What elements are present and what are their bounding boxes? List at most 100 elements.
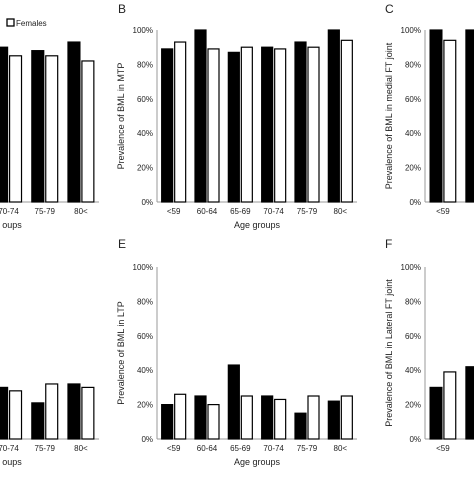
y-axis-title: Prevalence of BML in Lateral FT joint [384,279,394,427]
panel-f: F0%20%40%60%80%100%<596Prevalence of BML… [384,237,474,453]
panel-a: 70-74 75-79 80< oups [0,41,99,230]
y-axis-title: Prevalence of BML in MTP [116,63,126,170]
bar-males [67,41,81,203]
legend-swatch-females [6,18,15,27]
x-axis-title: Age groups [234,457,281,467]
y-tick-label: 40% [137,366,153,375]
bar-males [429,29,443,203]
x-tick-label: 80< [334,207,348,216]
panel-e: E 0% 20% 40% 60% 80% 100% <59 60-64 65-69 70-74 75-… [116,237,357,467]
bar-males [465,29,474,203]
bar-females [174,393,187,440]
y-tick-label: 80% [137,297,153,306]
y-tick-label: 0% [141,435,153,444]
panel-letter: F [385,237,392,251]
y-tick-label: 60% [405,332,421,341]
y-tick-label: 0% [409,198,421,207]
legend: Females [6,18,47,28]
bar-males [194,29,207,203]
x-tick-label: 65-69 [230,207,251,216]
bar-males [227,364,240,440]
x-tick-label: 65-69 [230,444,251,453]
y-tick-label: 40% [405,129,421,138]
bar-males [161,48,174,203]
x-tick-label: 60-64 [197,444,218,453]
x-tick-label: 60-64 [197,207,218,216]
panel-letter: B [118,2,126,16]
bar-females [340,395,353,440]
x-tick-label: <59 [436,444,450,453]
bar-males [31,402,45,440]
panel-d: 70-74 75-79 80< oups [0,383,99,467]
x-tick-label: <59 [167,207,181,216]
bar-females [240,395,253,440]
bar-males [31,50,45,203]
bar-males [327,29,340,203]
y-tick-label: 100% [133,26,153,35]
y-tick-label: 40% [405,366,421,375]
bar-males [294,412,307,440]
x-tick-label: 75-79 [35,207,56,216]
bar-males [0,46,9,203]
y-axis-title: Prevalence of BML in medial FT joint [384,42,394,189]
panel-b: B 0% 20% 40% 60% 80% 100% <59 60-64 65-69 70-74 75-… [116,2,357,230]
x-axis-title: Age groups [234,220,281,230]
x-tick-label: 80< [74,444,88,453]
panel-letter: C [385,2,394,16]
bar-females [307,46,320,203]
legend-label-females: Females [16,19,47,28]
y-tick-label: 60% [405,95,421,104]
y-tick-label: 80% [405,60,421,69]
panel-letter: E [118,237,126,251]
y-tick-label: 20% [405,401,421,410]
y-tick-label: 0% [141,198,153,207]
x-tick-label: 80< [334,444,348,453]
y-tick-label: 0% [409,435,421,444]
bar-females [240,46,253,203]
bar-females [443,371,457,440]
bar-males [194,395,207,440]
bar-females [274,398,287,440]
bar-females [307,395,320,440]
bar-females [45,55,59,203]
y-tick-label: 20% [137,401,153,410]
y-tick-label: 60% [137,95,153,104]
bar-males [429,386,443,440]
y-tick-label: 20% [137,164,153,173]
x-axis-title: oups [2,457,22,467]
x-tick-label: 75-79 [297,444,318,453]
bar-females [340,39,353,203]
y-tick-label: 100% [401,263,421,272]
bar-females [8,390,23,440]
bar-males [465,366,474,440]
bar-females [8,55,23,203]
bar-females [207,48,220,203]
x-tick-label: 80< [74,207,88,216]
y-tick-label: 20% [405,164,421,173]
bar-males [161,404,174,440]
y-tick-label: 80% [137,60,153,69]
panel-c: C0%20%40%60%80%100%<596Prevalence of BML… [384,2,474,216]
bar-females [443,39,457,203]
bar-females [274,48,287,203]
bar-females [81,60,95,203]
bar-males [294,41,307,203]
x-tick-label: 70-74 [0,444,19,453]
y-tick-label: 40% [137,129,153,138]
x-axis-title: oups [2,220,22,230]
x-tick-label: <59 [436,207,450,216]
bar-males [0,386,9,440]
bar-males [261,46,274,203]
bar-males [67,383,81,440]
y-axis-title: Prevalence of BML in LTP [116,301,126,405]
bar-males [261,395,274,440]
bar-females [207,404,220,440]
x-tick-label: 70-74 [263,444,284,453]
bar-males [327,400,340,440]
y-tick-label: 100% [401,26,421,35]
y-tick-label: 100% [133,263,153,272]
bar-females [81,386,95,440]
x-tick-label: 75-79 [35,444,56,453]
